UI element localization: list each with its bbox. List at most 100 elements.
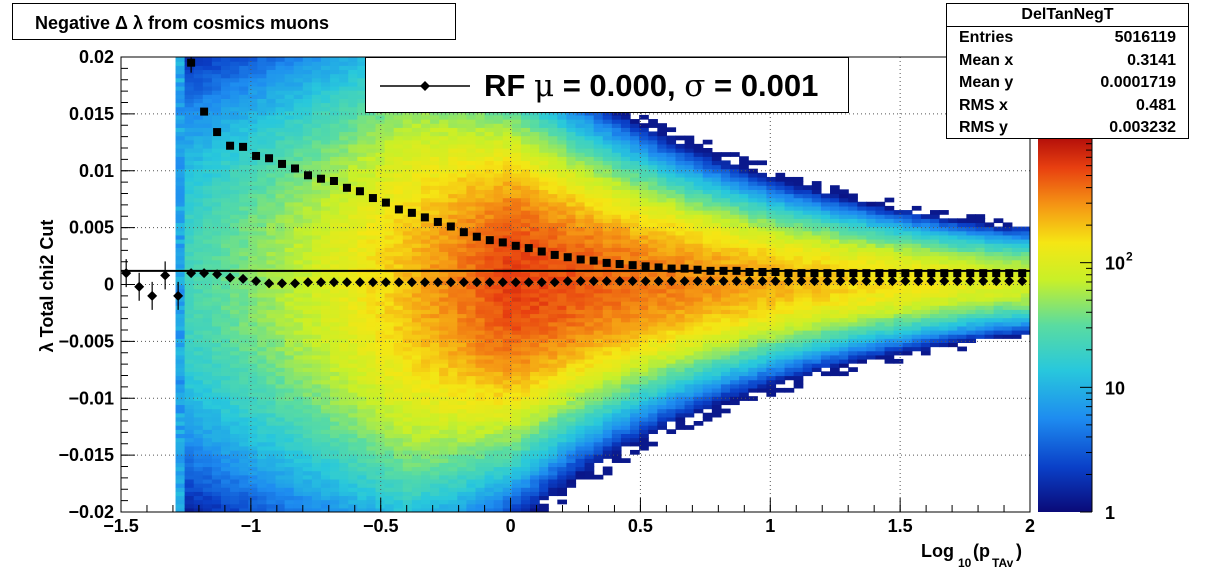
heatmap-cell bbox=[320, 57, 331, 62]
heatmap-cell bbox=[466, 334, 477, 339]
heatmap-cell bbox=[257, 321, 268, 327]
heatmap-cell bbox=[220, 114, 231, 120]
heatmap-cell bbox=[266, 383, 277, 389]
heatmap-cell bbox=[566, 214, 577, 219]
heatmap-cell bbox=[320, 156, 331, 162]
heatmap-cell bbox=[248, 214, 258, 219]
heatmap-cell bbox=[393, 296, 404, 302]
heatmap-cell bbox=[257, 301, 268, 306]
heatmap-cell bbox=[548, 454, 558, 459]
heatmap-cell bbox=[220, 280, 231, 286]
heatmap-cell bbox=[484, 470, 495, 476]
heatmap-cell bbox=[311, 123, 322, 128]
heatmap-cell bbox=[448, 292, 458, 298]
heatmap-cell bbox=[266, 90, 277, 95]
heatmap-cell bbox=[266, 305, 277, 310]
heatmap-cell bbox=[584, 462, 595, 468]
heatmap-cell bbox=[348, 156, 358, 162]
heatmap-cell bbox=[211, 119, 222, 124]
heatmap-cell bbox=[357, 433, 368, 439]
heatmap-cell bbox=[384, 449, 395, 455]
heatmap-cell bbox=[239, 114, 249, 120]
heatmap-cell bbox=[257, 90, 268, 95]
heatmap-cell bbox=[320, 454, 331, 459]
heatmap-cell bbox=[530, 301, 540, 306]
heatmap-cell bbox=[420, 226, 431, 232]
heatmap-cell bbox=[284, 317, 295, 323]
heatmap-cell bbox=[448, 114, 458, 120]
heatmap-cell bbox=[275, 214, 286, 219]
heatmap-cell bbox=[448, 276, 458, 281]
heatmap-cell bbox=[475, 325, 486, 331]
heatmap-cell bbox=[330, 305, 340, 310]
heatmap-cell bbox=[366, 478, 377, 484]
heatmap-cell bbox=[257, 433, 268, 439]
heatmap-cell bbox=[175, 454, 186, 459]
heatmap-cell bbox=[348, 243, 358, 248]
heatmap-cell bbox=[430, 119, 440, 124]
heatmap-cell bbox=[175, 73, 186, 79]
heatmap-cell bbox=[293, 172, 304, 178]
heatmap-cell bbox=[293, 139, 304, 145]
heatmap-cell bbox=[575, 466, 586, 472]
heatmap-cell bbox=[457, 123, 468, 128]
heatmap-cell bbox=[493, 301, 504, 306]
heatmap-cell bbox=[202, 483, 213, 488]
heatmap-cell bbox=[230, 172, 240, 178]
heatmap-cell bbox=[402, 408, 413, 414]
heatmap-cell bbox=[384, 127, 395, 133]
heatmap-cell bbox=[348, 507, 358, 512]
heatmap-cell bbox=[411, 441, 422, 447]
heatmap-cell bbox=[520, 371, 531, 377]
heatmap-cell bbox=[448, 483, 458, 488]
heatmap-cell bbox=[202, 334, 213, 339]
heatmap-cell bbox=[520, 284, 531, 290]
heatmap-cell bbox=[520, 408, 531, 414]
heatmap-cell bbox=[557, 205, 568, 211]
heatmap-cell bbox=[420, 309, 431, 315]
heatmap-cell bbox=[530, 251, 540, 257]
heatmap-cell bbox=[466, 284, 477, 290]
heatmap-cell bbox=[266, 119, 277, 124]
heatmap-cell bbox=[557, 284, 568, 290]
heatmap-cell bbox=[511, 114, 522, 120]
heatmap-cell bbox=[357, 160, 368, 166]
heatmap-cell bbox=[466, 383, 477, 389]
heatmap-cell bbox=[220, 247, 231, 253]
heatmap-cell bbox=[584, 280, 595, 286]
heatmap-cell bbox=[320, 379, 331, 385]
heatmap-cell bbox=[539, 387, 549, 393]
heatmap-cell bbox=[339, 61, 349, 66]
heatmap-cell bbox=[184, 449, 195, 455]
heatmap-cell bbox=[366, 346, 377, 352]
heatmap-cell bbox=[366, 172, 377, 178]
heatmap-cell bbox=[275, 205, 286, 211]
heatmap-cell bbox=[566, 247, 577, 253]
heatmap-cell bbox=[339, 425, 349, 430]
heatmap-cell bbox=[520, 433, 531, 439]
heatmap-cell bbox=[357, 156, 368, 162]
heatmap-cell bbox=[566, 363, 577, 368]
heatmap-cell bbox=[284, 507, 295, 512]
heatmap-cell bbox=[393, 131, 404, 137]
heatmap-cell bbox=[202, 309, 213, 315]
heatmap-cell bbox=[457, 135, 468, 141]
heatmap-cell bbox=[420, 156, 431, 162]
heatmap-cell bbox=[411, 358, 422, 364]
heatmap-cell bbox=[557, 412, 568, 418]
heatmap-cell bbox=[293, 325, 304, 331]
heatmap-cell bbox=[330, 131, 340, 137]
heatmap-cell bbox=[220, 412, 231, 418]
heatmap-cell bbox=[575, 354, 586, 360]
heatmap-cell bbox=[320, 185, 331, 190]
heatmap-cell bbox=[330, 354, 340, 360]
heatmap-cell bbox=[375, 218, 386, 224]
heatmap-cell bbox=[211, 478, 222, 484]
heatmap-cell bbox=[502, 197, 513, 203]
heatmap-cell bbox=[548, 197, 558, 203]
heatmap-cell bbox=[411, 309, 422, 315]
heatmap-cell bbox=[230, 392, 240, 397]
heatmap-cell bbox=[275, 148, 286, 153]
heatmap-cell bbox=[230, 342, 240, 348]
heatmap-cell bbox=[384, 123, 395, 128]
